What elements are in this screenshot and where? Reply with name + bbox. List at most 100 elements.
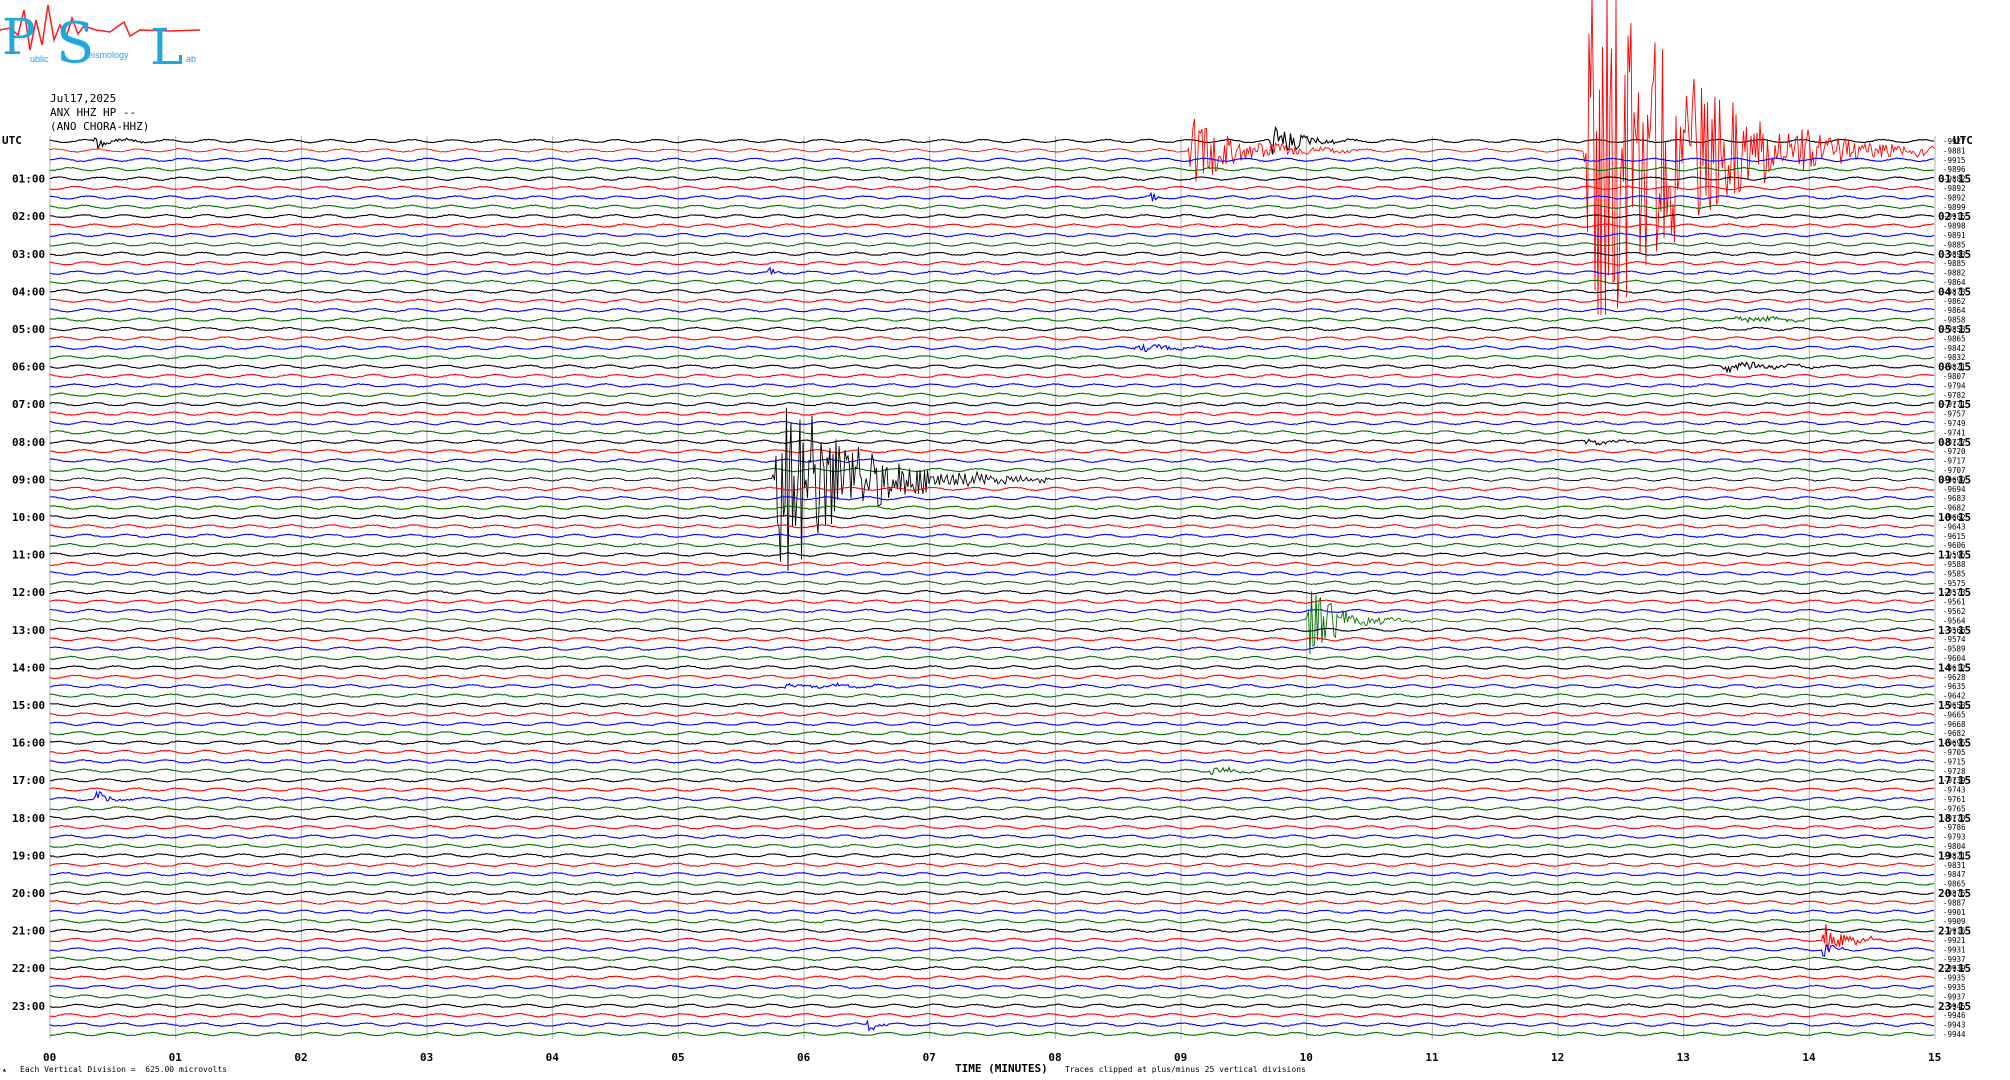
trace-12 [49,251,1935,257]
trace-33 [49,448,1935,454]
trace-84 [49,928,1935,934]
trace-offset-label-95: -9944 [1943,1030,1966,1039]
x-tick-label-14: 14 [1802,1051,1816,1064]
trace-16 [49,288,1934,294]
trace-80 [49,890,1935,896]
trace-offset-label-63: -9682 [1943,729,1966,738]
trace-offset-label-15: -9864 [1943,278,1966,287]
trace-67 [49,765,1935,775]
trace-76 [49,853,1934,858]
trace-71 [49,806,1934,811]
x-tick-label-15: 15 [1928,1051,1941,1064]
footer-small-mark: ▴ [2,1065,7,1074]
header-location: (ANO CHORA-HHZ) [50,120,150,133]
trace-7 [49,204,1935,210]
trace-offset-label-0: -9927 [1943,137,1966,146]
left-hour-label-18:00: 18:00 [12,812,45,825]
trace-offset-label-28: -9771 [1943,400,1966,409]
trace-15 [49,279,1935,285]
trace-offset-label-41: -9643 [1943,522,1966,531]
trace-offset-label-53: -9574 [1943,635,1966,644]
x-tick-label-13: 13 [1677,1051,1690,1064]
trace-offset-label-44: -9595 [1943,551,1966,560]
trace-offset-label-11: -9885 [1943,240,1966,249]
trace-offset-label-34: -9717 [1943,457,1966,466]
trace-offset-label-25: -9807 [1943,372,1966,381]
trace-95 [49,1031,1935,1037]
x-tick-label-08: 08 [1048,1051,1061,1064]
trace-offset-label-42: -9615 [1943,532,1966,541]
trace-offset-label-84: -9916 [1943,927,1966,936]
trace-47 [49,580,1935,586]
trace-42 [49,533,1934,539]
logo-letter-s: S [56,11,94,75]
trace-offset-label-76: -9821 [1943,851,1966,860]
trace-offset-label-61: -9665 [1943,710,1966,719]
trace-31 [49,429,1935,435]
right-hour-label-06:15: 06:15 [1938,361,1971,374]
trace-72 [49,815,1935,821]
trace-44 [49,552,1934,557]
left-hour-label-10:00: 10:00 [12,511,45,524]
trace-offset-label-51: -9564 [1943,616,1966,625]
trace-offset-label-81: -9887 [1943,898,1966,907]
trace-offset-label-16: -9873 [1943,287,1966,296]
trace-86 [49,944,1935,957]
right-hour-label-17:15: 17:15 [1938,774,1971,787]
trace-offset-label-36: -9699 [1943,475,1966,484]
trace-offset-label-60: -9653 [1943,701,1966,710]
right-hour-label-15:15: 15:15 [1938,699,1971,712]
trace-offset-label-69: -9743 [1943,786,1966,795]
trace-offset-label-21: -9865 [1943,334,1966,343]
trace-5 [49,185,1935,191]
trace-6 [49,191,1935,202]
trace-offset-label-66: -9715 [1943,757,1966,766]
trace-19 [49,315,1935,324]
logo-word-ab: ab [186,54,196,64]
x-tick-label-04: 04 [546,1051,560,1064]
trace-90 [49,984,1935,990]
trace-29 [49,411,1935,417]
trace-59 [50,693,1935,698]
trace-offset-label-27: -9782 [1943,391,1966,400]
trace-offset-label-62: -9668 [1943,720,1966,729]
trace-66 [50,759,1935,764]
x-tick-label-07: 07 [923,1051,936,1064]
trace-offset-label-43: -9606 [1943,541,1966,550]
trace-offset-label-6: -9892 [1943,193,1966,202]
right-hour-label-13:15: 13:15 [1938,624,1971,637]
right-hour-label-11:15: 11:15 [1938,549,1971,562]
trace-51 [49,591,1935,655]
trace-74 [49,834,1935,839]
trace-offset-label-7: -9899 [1943,203,1966,212]
x-tick-label-03: 03 [420,1051,433,1064]
trace-69 [49,787,1935,792]
trace-offset-label-67: -9728 [1943,767,1966,776]
trace-88 [49,965,1935,971]
trace-offset-label-35: -9707 [1943,466,1966,475]
x-tick-label-12: 12 [1551,1051,1564,1064]
trace-offset-label-17: -9862 [1943,297,1966,306]
trace-61 [49,711,1935,717]
trace-offset-label-48: -9573 [1943,588,1966,597]
right-hour-label-23:15: 23:15 [1938,1000,1971,1013]
trace-79 [49,881,1935,886]
trace-offset-label-39: -9682 [1943,504,1966,513]
trace-offset-label-75: -9804 [1943,842,1966,851]
trace-70 [49,790,1935,802]
trace-40 [49,514,1935,520]
logo-letter-p: P [2,8,36,66]
trace-offset-label-52: -9566 [1943,626,1966,635]
trace-9 [49,223,1935,228]
trace-offset-label-91: -9937 [1943,992,1966,1001]
trace-14 [49,266,1935,276]
right-hour-label-14:15: 14:15 [1938,661,1971,674]
trace-offset-label-74: -9793 [1943,833,1966,842]
trace-32 [49,438,1935,446]
trace-offset-label-89: -9935 [1943,974,1966,983]
x-tick-label-02: 02 [294,1051,307,1064]
left-hour-label-09:00: 09:00 [12,473,45,486]
trace-45 [49,561,1935,567]
trace-50 [49,608,1935,614]
footer-division-note: Each Vertical Division = 625.00 microvol… [20,1065,228,1074]
